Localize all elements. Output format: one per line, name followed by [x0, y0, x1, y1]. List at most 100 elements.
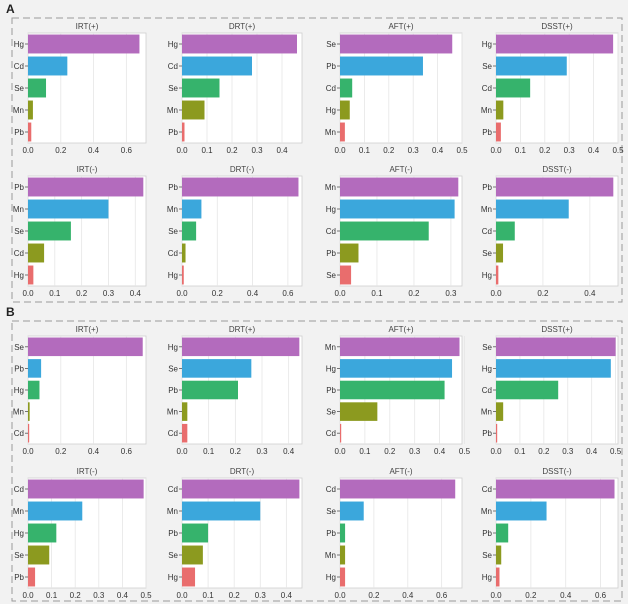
- panel-2-x-tick-label: 0.3: [251, 146, 263, 155]
- panel-13-y-tick-label: Mn: [13, 507, 24, 516]
- panel-14-y-tick-label: Pb: [168, 529, 178, 538]
- panel-7-x-tick-label: 0.1: [371, 289, 383, 298]
- panel-10-x-tick-label: 0.2: [230, 447, 242, 456]
- panel-5-y-tick-label: Pb: [14, 183, 24, 192]
- panel-1-y-tick-label: Mn: [13, 106, 24, 115]
- panel-15-y-tick-label: Se: [326, 507, 336, 516]
- panel-7-x-tick-label: 0.2: [408, 289, 420, 298]
- panel-11-x-tick-label: 0.0: [334, 447, 346, 456]
- panel-15-bar-se: [340, 501, 364, 521]
- panel-14-bar-hg: [182, 567, 196, 587]
- panel-16-x-tick-label: 0.0: [490, 591, 502, 600]
- panel-11-y-tick-label: Hg: [326, 364, 336, 373]
- panel-7-y-tick-label: Pb: [326, 249, 336, 258]
- panel-13-bar-mn: [28, 501, 83, 521]
- panel-5-y-tick-label: Cd: [14, 249, 24, 258]
- panel-7-y-tick-label: Cd: [326, 227, 336, 236]
- panel-14-x-tick-label: 0.3: [255, 591, 267, 600]
- panel-11-y-tick-label: Mn: [325, 343, 336, 352]
- panel-10-title: DRT(+): [229, 325, 256, 334]
- panel-5-y-tick-label: Hg: [14, 271, 24, 280]
- panel-13-y-tick-label: Hg: [14, 529, 24, 538]
- panel-13-y-tick-label: Cd: [14, 485, 24, 494]
- panel-11-bar-pb: [340, 380, 445, 400]
- panel-11-y-tick-label: Se: [326, 408, 336, 417]
- panel-2-y-tick-label: Cd: [168, 62, 178, 71]
- panel-15-bar-pb: [340, 523, 346, 543]
- panel-8-bar-mn: [496, 199, 569, 219]
- panel-6-y-tick-label: Pb: [168, 183, 178, 192]
- panel-15-bar-hg: [340, 567, 346, 587]
- panel-8-y-tick-label: Se: [482, 249, 492, 258]
- panel-3-x-tick-label: 0.2: [383, 146, 395, 155]
- panel-3-x-tick-label: 0.3: [408, 146, 420, 155]
- panel-9-bar-hg: [28, 380, 40, 400]
- panel-14-bar-pb: [182, 523, 209, 543]
- panel-5-y-tick-label: Mn: [13, 205, 24, 214]
- panel-5-bar-pb: [28, 177, 144, 197]
- panel-9-y-tick-label: Hg: [14, 386, 24, 395]
- panel-9-x-tick-label: 0.0: [22, 447, 34, 456]
- panel-16-x-tick-label: 0.2: [525, 591, 537, 600]
- panel-3-y-tick-label: Se: [326, 40, 336, 49]
- panel-10-x-tick-label: 0.1: [203, 447, 215, 456]
- panel-10-bar-mn: [182, 402, 188, 421]
- panel-15-y-tick-label: Mn: [325, 551, 336, 560]
- panel-8-x-tick-label: 0.2: [537, 289, 549, 298]
- panel-7-y-tick-label: Hg: [326, 205, 336, 214]
- panel-4-y-tick-label: Se: [482, 62, 492, 71]
- panel-15-x-tick-label: 0.4: [402, 591, 414, 600]
- panel-1-bar-hg: [28, 34, 140, 54]
- panel-16-bar-se: [496, 545, 502, 565]
- panel-13-x-tick-label: 0.2: [70, 591, 82, 600]
- panel-7-title: AFT(-): [389, 165, 412, 174]
- panel-12-x-tick-label: 0.4: [586, 447, 598, 456]
- panel-15-x-tick-label: 0.6: [436, 591, 448, 600]
- panel-3-bar-se: [340, 34, 453, 54]
- panel-4-x-tick-label: 0.3: [564, 146, 576, 155]
- panel-1-x-tick-label: 0.2: [55, 146, 67, 155]
- panel-13-bar-se: [28, 545, 50, 565]
- panel-12-bar-se: [496, 337, 616, 357]
- panel-11-x-tick-label: 0.4: [434, 447, 446, 456]
- panel-14-x-tick-label: 0.4: [281, 591, 293, 600]
- panel-11-bar-hg: [340, 359, 453, 378]
- panel-15-y-tick-label: Hg: [326, 573, 336, 582]
- panel-11-y-tick-label: Pb: [326, 386, 336, 395]
- panel-12-bar-pb: [496, 423, 498, 443]
- panel-12-y-tick-label: Se: [482, 343, 492, 352]
- panel-6-bar-pb: [182, 177, 299, 197]
- panel-4-bar-pb: [496, 122, 501, 142]
- panel-8-y-tick-label: Pb: [482, 183, 492, 192]
- panel-14-y-tick-label: Hg: [168, 573, 178, 582]
- panel-11-title: AFT(+): [388, 325, 413, 334]
- panel-15-bar-cd: [340, 479, 456, 499]
- panel-3-x-tick-label: 0.0: [334, 146, 346, 155]
- panel-16-y-tick-label: Cd: [482, 485, 492, 494]
- panel-8-bar-cd: [496, 221, 515, 241]
- panel-3-y-tick-label: Cd: [326, 84, 336, 93]
- panel-16-x-tick-label: 0.4: [560, 591, 572, 600]
- panel-10-bar-pb: [182, 380, 238, 400]
- panel-10-bar-cd: [182, 423, 188, 443]
- panel-6-x-tick-label: 0.6: [282, 289, 294, 298]
- panel-10-y-tick-label: Hg: [168, 343, 178, 352]
- panel-8-bar-se: [496, 243, 504, 263]
- panel-1-y-tick-label: Hg: [14, 40, 24, 49]
- panel-5-x-tick-label: 0.2: [76, 289, 88, 298]
- panel-4-y-tick-label: Pb: [482, 128, 492, 137]
- panel-10-x-tick-label: 0.4: [283, 447, 295, 456]
- panel-9-bar-se: [28, 337, 143, 357]
- panel-4-bar-cd: [496, 78, 531, 98]
- panel-1-x-tick-label: 0.4: [88, 146, 100, 155]
- panel-7-y-tick-label: Mn: [325, 183, 336, 192]
- panel-2-y-tick-label: Pb: [168, 128, 178, 137]
- panel-9-bar-cd: [28, 423, 30, 443]
- panel-5-y-tick-label: Se: [14, 227, 24, 236]
- panel-12-x-tick-label: 0.5: [610, 447, 622, 456]
- panel-1-bar-se: [28, 78, 47, 98]
- panel-2-x-tick-label: 0.4: [276, 146, 288, 155]
- panel-10-x-tick-label: 0.0: [176, 447, 188, 456]
- panel-1-x-tick-label: 0.6: [121, 146, 133, 155]
